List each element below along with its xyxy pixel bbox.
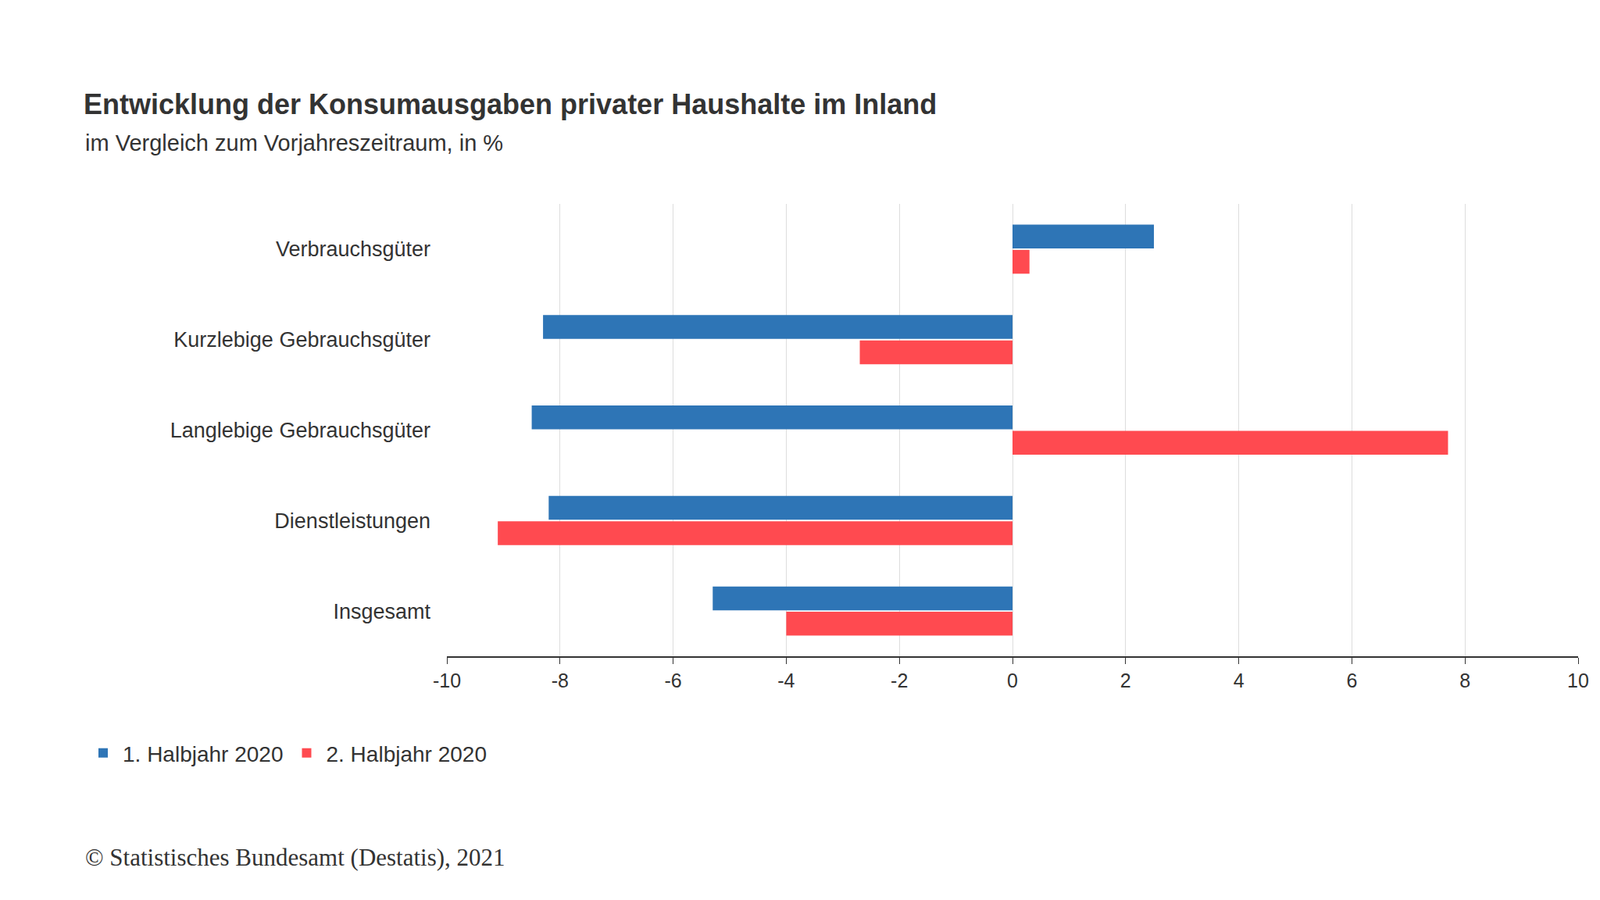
svg-text:6: 6: [1346, 669, 1358, 692]
svg-text:2: 2: [1120, 669, 1132, 692]
svg-text:4: 4: [1233, 669, 1245, 692]
svg-text:Langlebige Gebrauchsgüter: Langlebige Gebrauchsgüter: [170, 418, 431, 443]
svg-text:1. Halbjahr 2020: 1. Halbjahr 2020: [122, 742, 283, 767]
svg-text:© Statistisches Bundesamt (Des: © Statistisches Bundesamt (Destatis), 20…: [85, 843, 506, 872]
svg-text:-4: -4: [777, 669, 795, 692]
svg-text:im Vergleich zum Vorjahreszeit: im Vergleich zum Vorjahreszeitraum, in %: [85, 130, 504, 156]
svg-text:Entwicklung der Konsumausgaben: Entwicklung der Konsumausgaben privater …: [83, 88, 937, 121]
svg-text:Kurzlebige Gebrauchsgüter: Kurzlebige Gebrauchsgüter: [173, 328, 431, 352]
svg-text:0: 0: [1007, 669, 1018, 692]
svg-text:8: 8: [1459, 669, 1471, 692]
svg-text:2. Halbjahr 2020: 2. Halbjahr 2020: [325, 742, 486, 767]
svg-text:-2: -2: [890, 669, 908, 692]
svg-text:Verbrauchsgüter: Verbrauchsgüter: [275, 237, 431, 261]
svg-text:10: 10: [1567, 669, 1590, 692]
svg-text:-10: -10: [432, 669, 461, 692]
svg-text:-8: -8: [551, 669, 569, 692]
svg-text:-6: -6: [664, 669, 682, 692]
svg-text:Insgesamt: Insgesamt: [332, 600, 431, 624]
svg-text:Dienstleistungen: Dienstleistungen: [274, 509, 431, 533]
